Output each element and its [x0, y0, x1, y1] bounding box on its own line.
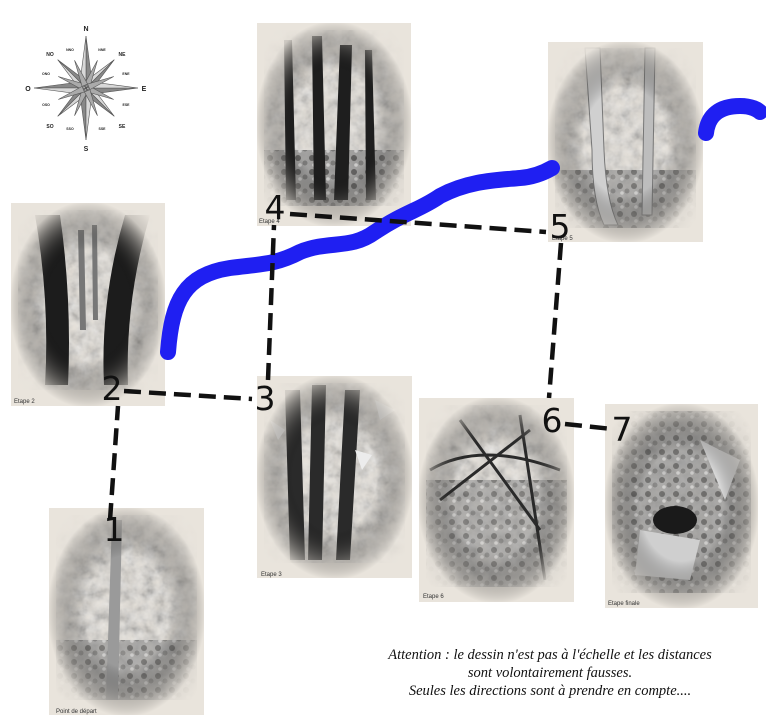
- compass-rose: N S E O NE SE SO NO NNE ENE ESE SSE SSO …: [25, 26, 146, 153]
- step-number-1: 1: [104, 510, 125, 549]
- compass-label-oso: OSO: [42, 103, 50, 107]
- photo-card-etape3: Etape 3: [257, 376, 412, 578]
- compass-label-sso: SSO: [66, 127, 74, 131]
- disclaimer-line-3: Seules les directions sont à prendre en …: [408, 683, 692, 699]
- photo-caption-etape5: Etape 5: [552, 236, 573, 242]
- route-segment-6-7: [564, 421, 613, 432]
- photo-caption-depart: Point de départ: [56, 709, 97, 715]
- route-segment-1-2: [107, 405, 121, 521]
- river-path: [160, 98, 766, 360]
- photo-caption-finale: Etape finale: [608, 601, 640, 607]
- photo-card-etape5: Etape 5: [548, 42, 703, 242]
- compass-label-o: O: [25, 86, 31, 93]
- photo-caption-etape4: Etape 4: [259, 219, 280, 225]
- step-number-2: 2: [102, 369, 123, 408]
- compass-label-no: NO: [46, 52, 54, 58]
- step-number-6: 6: [542, 401, 563, 440]
- disclaimer-line-2: sont volontairement fausses.: [467, 665, 633, 681]
- route-segment-5-6: [546, 242, 564, 399]
- compass-label-ono: ONO: [42, 72, 50, 76]
- route-segment-3-4: [265, 224, 277, 381]
- compass-label-n: N: [83, 26, 88, 33]
- compass-label-nno: NNO: [66, 48, 74, 52]
- compass-label-e: E: [142, 86, 147, 93]
- route-segment-2-3: [123, 388, 253, 402]
- compass-label-ne: NE: [119, 52, 127, 58]
- disclaimer-line-1: Attention : le dessin n'est pas à l'éche…: [388, 647, 712, 663]
- photo-card-etape6: Etape 6: [419, 398, 574, 602]
- compass-label-nne: NNE: [98, 48, 106, 52]
- photo-card-depart: Point de départ: [49, 508, 204, 715]
- compass-label-se: SE: [119, 124, 126, 130]
- step-number-3: 3: [255, 379, 276, 418]
- walking-route: [107, 211, 613, 521]
- step-number-4: 4: [265, 188, 286, 227]
- photo-caption-etape2: Etape 2: [14, 399, 35, 405]
- route-segment-4-5: [289, 211, 547, 235]
- step-number-5: 5: [550, 207, 571, 246]
- step-number-7: 7: [612, 410, 633, 449]
- scale-disclaimer: Attention : le dessin n'est pas à l'éche…: [360, 646, 740, 700]
- compass-label-s: S: [84, 146, 89, 153]
- compass-label-sse: SSE: [98, 127, 106, 131]
- compass-label-ene: ENE: [122, 72, 130, 76]
- photo-caption-etape3: Etape 3: [261, 572, 282, 578]
- photo-card-etape2: Etape 2: [11, 203, 165, 406]
- compass-star-icon: [33, 35, 139, 141]
- compass-label-so: SO: [46, 124, 53, 130]
- photo-card-etape4: Etape 4: [257, 23, 411, 226]
- photo-card-finale: Etape finale: [605, 404, 758, 608]
- photo-caption-etape6: Etape 6: [423, 594, 444, 600]
- compass-label-ese: ESE: [122, 103, 130, 107]
